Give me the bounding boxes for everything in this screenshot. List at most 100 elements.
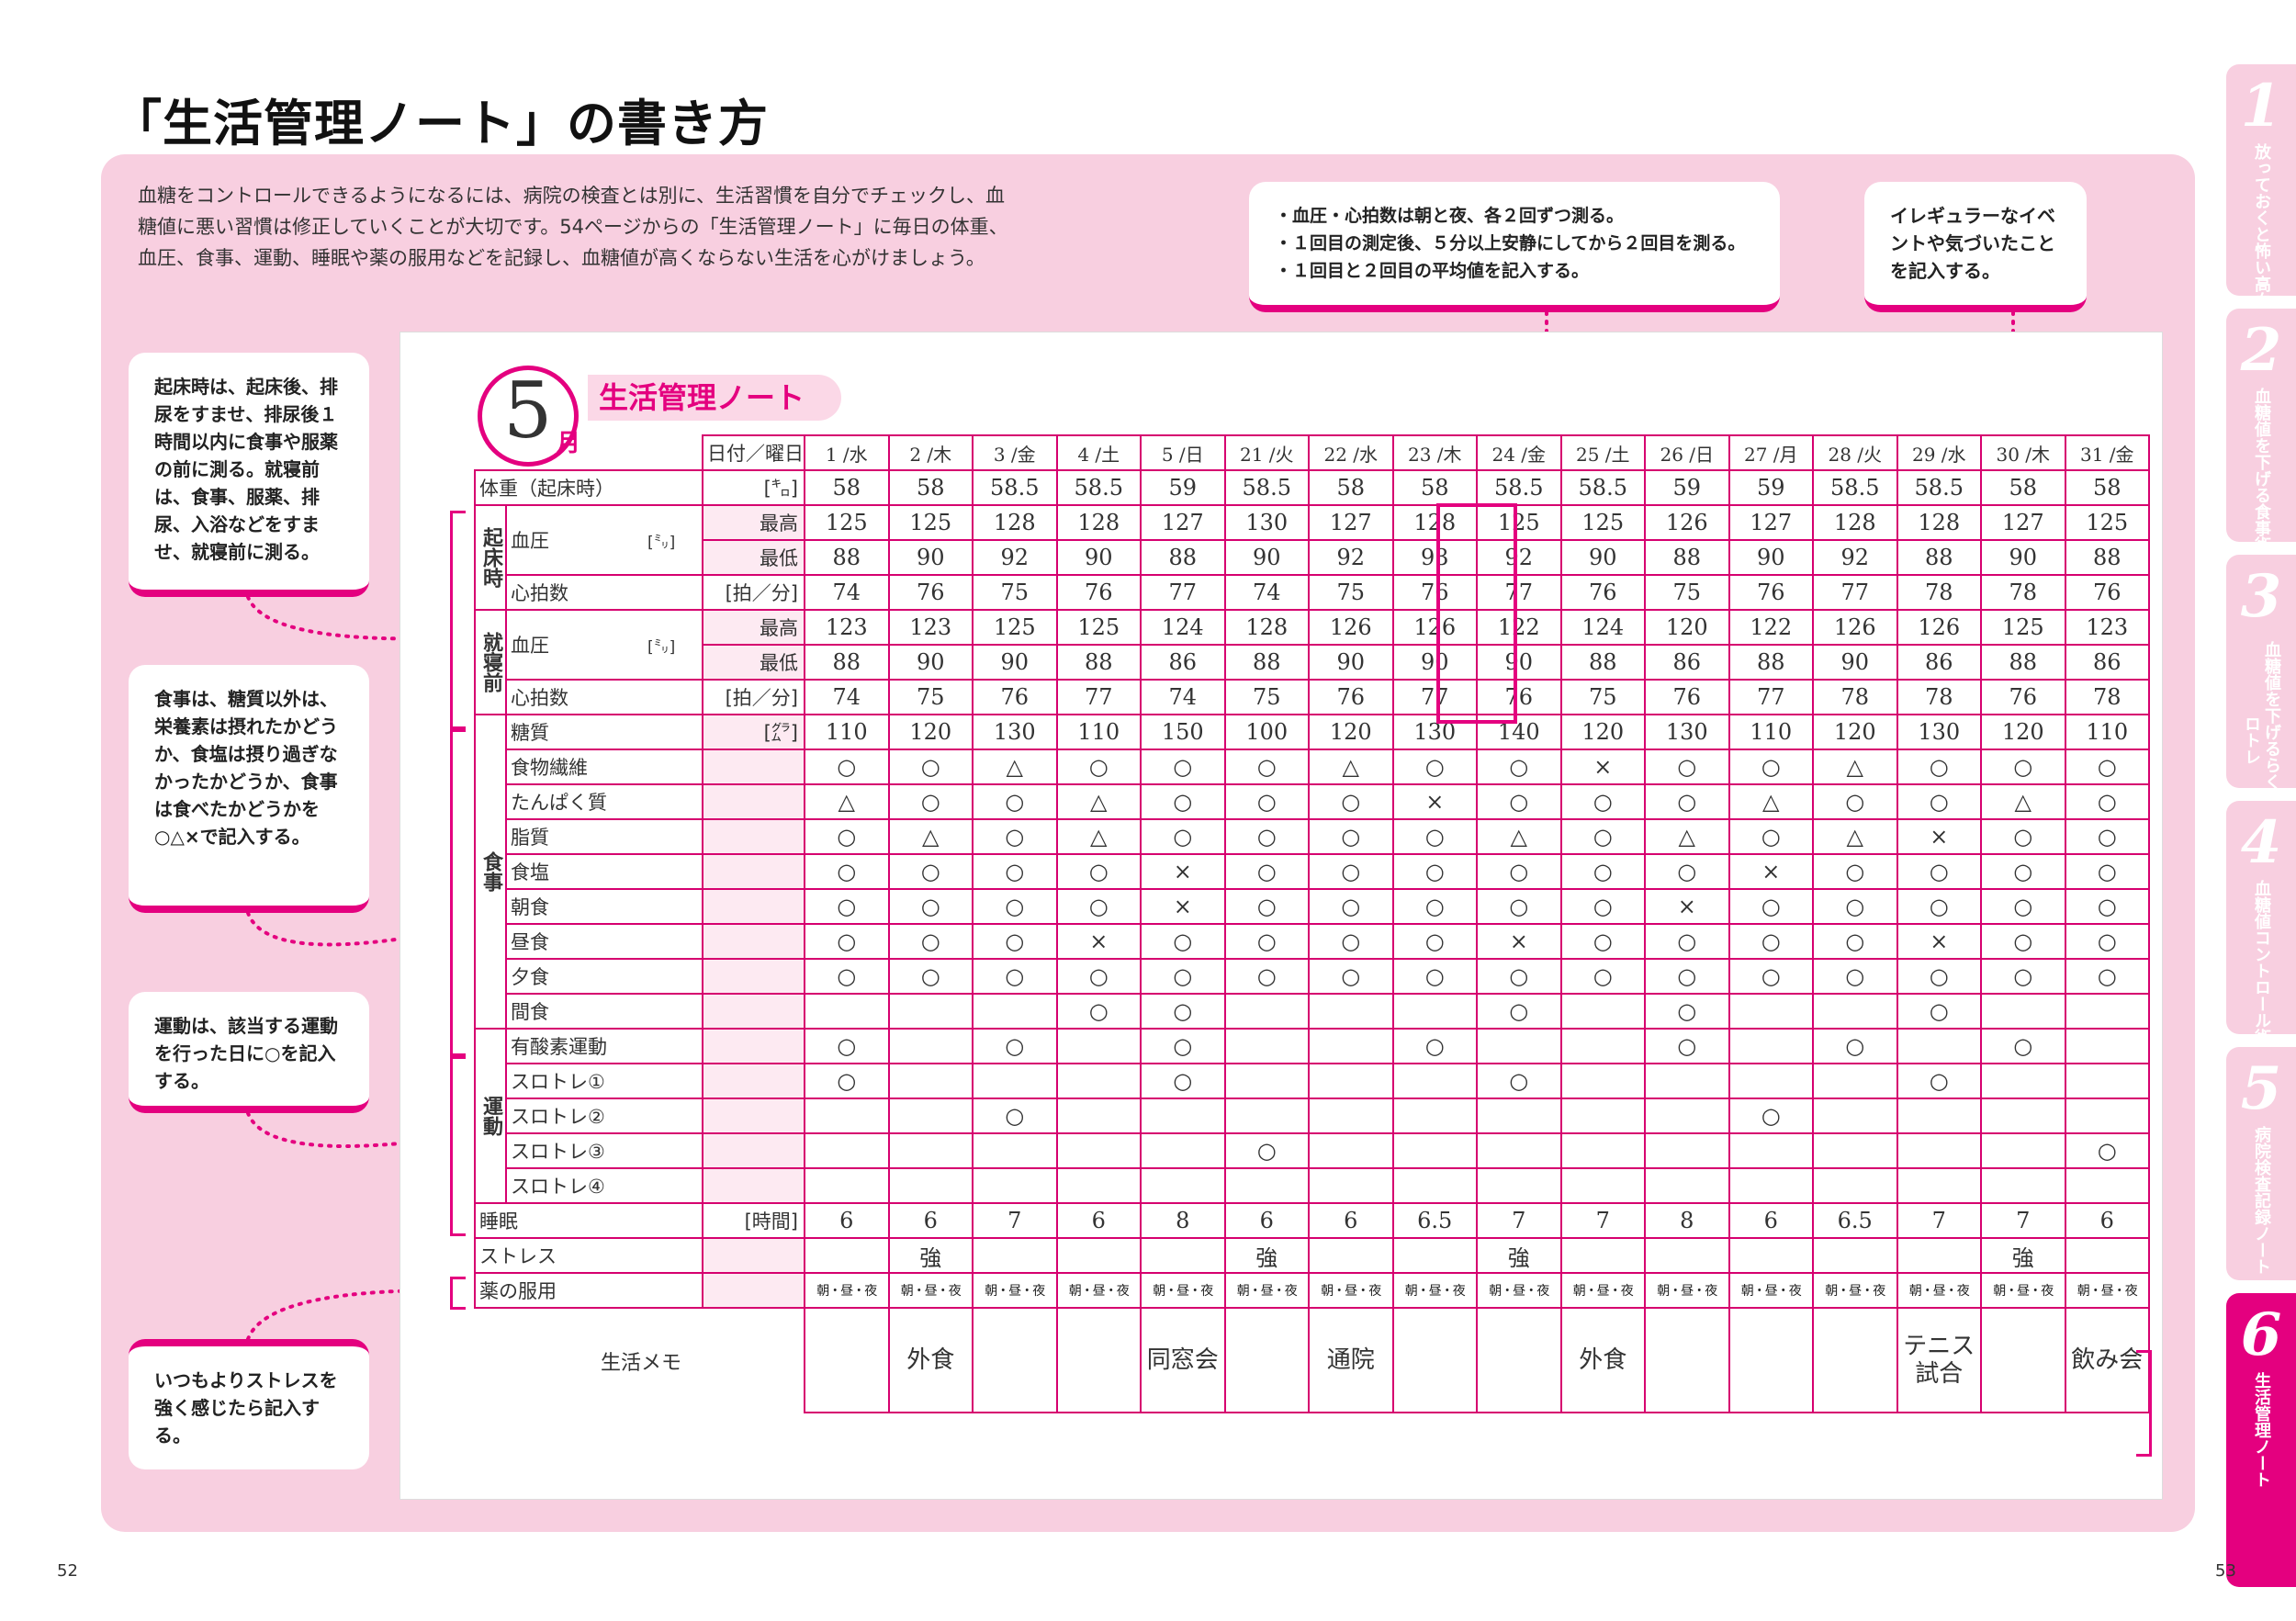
weight-value: 58 <box>887 469 974 506</box>
medicine-mark: 朝・昼・夜 <box>1896 1272 1982 1309</box>
exercise-mark <box>887 1098 974 1134</box>
exercise-mark <box>1896 1132 1982 1169</box>
pulse-value: 75 <box>1223 679 1310 715</box>
meal-mark <box>1728 993 1814 1030</box>
exercise-mark <box>804 1098 890 1134</box>
exercise-mark <box>1308 1063 1394 1099</box>
pulse-value: 77 <box>1055 679 1142 715</box>
bp-high-value: 122 <box>1476 609 1562 646</box>
meal-mark: ○ <box>1559 818 1646 855</box>
meal-mark: △ <box>1728 783 1814 820</box>
stress-row: ストレス 強 強 強 強 <box>474 1237 2150 1274</box>
page-number-right: 53 <box>2215 1561 2236 1581</box>
chapter-tab-4[interactable]: 4 血糖値コントロール術 <box>2226 801 2296 1045</box>
pulse-value: 74 <box>804 574 890 611</box>
exercise-mark <box>972 1167 1058 1204</box>
sleep-value: 7 <box>1559 1202 1646 1239</box>
pulse-value: 74 <box>1223 574 1310 611</box>
stress-mark <box>2064 1237 2150 1274</box>
date-cell: 23 /木 <box>1391 434 1478 471</box>
meal-mark: ○ <box>1140 993 1226 1030</box>
exercise-mark <box>1559 1063 1646 1099</box>
meal-mark: ○ <box>1728 958 1814 995</box>
meal-mark: △ <box>887 818 974 855</box>
exercise-mark <box>1140 1098 1226 1134</box>
medicine-mark: 朝・昼・夜 <box>1223 1272 1310 1309</box>
stress-mark <box>1391 1237 1478 1274</box>
pulse-value: 74 <box>804 679 890 715</box>
bp-high-value: 125 <box>2064 504 2150 541</box>
exercise-mark <box>1559 1132 1646 1169</box>
meal-mark: ○ <box>1644 958 1730 995</box>
meal-mark <box>1308 993 1394 1030</box>
page-number-left: 52 <box>57 1561 78 1581</box>
meal-row-3: 食塩 ○ ○ ○ ○ × ○ ○ ○ ○ ○ ○ × ○ ○ ○ ○ <box>475 853 2150 890</box>
sleep-value: 6.5 <box>1812 1202 1898 1239</box>
chapter-tab-5[interactable]: 5 病院検査記録ノート <box>2226 1047 2296 1280</box>
meal-mark: ○ <box>1223 923 1310 960</box>
meal-mark: ○ <box>972 923 1058 960</box>
pulse-value: 75 <box>1308 574 1394 611</box>
pulse-value: 76 <box>1055 574 1142 611</box>
bp-high-value: 125 <box>887 504 974 541</box>
exercise-item-sub <box>702 1098 805 1134</box>
bp-high-value: 127 <box>1980 504 2066 541</box>
meal-item-sub <box>702 888 805 925</box>
chapter-tab-1[interactable]: 1 放っておくと怖い高血糖 <box>2226 64 2296 325</box>
tab-number: 5 <box>2240 1054 2282 1123</box>
exercise-mark <box>972 1063 1058 1099</box>
date-label: 日付／曜日 <box>702 434 805 471</box>
sleep-value: 7 <box>1980 1202 2066 1239</box>
bp-unit: [㍉] <box>644 504 703 576</box>
meal-row-1: たんぱく質 △ ○ ○ △ ○ ○ ○ × ○ ○ ○ △ ○ ○ △ ○ <box>475 783 2150 820</box>
meal-mark: ○ <box>1644 749 1730 785</box>
meal-mark: ○ <box>1391 853 1478 890</box>
bp-label: 血圧 <box>505 504 644 576</box>
exercise-mark <box>1728 1132 1814 1169</box>
exercise-mark: ○ <box>1140 1028 1226 1064</box>
exercise-mark <box>2064 1098 2150 1134</box>
chapter-tab-2[interactable]: 2 血糖値を下げる食事術 <box>2226 309 2296 553</box>
meal-mark <box>1559 993 1646 1030</box>
meal-mark: ○ <box>1644 783 1730 820</box>
pulse-value: 75 <box>1644 574 1730 611</box>
memo-cell: 飲み会 <box>2064 1307 2150 1413</box>
meal-mark: ○ <box>1055 853 1142 890</box>
exercise-mark <box>1728 1028 1814 1064</box>
meal-mark: × <box>1896 818 1982 855</box>
exercise-mark <box>1812 1132 1898 1169</box>
meal-item-sub <box>702 749 805 785</box>
exercise-mark <box>1644 1063 1730 1099</box>
weight-value: 58 <box>1308 469 1394 506</box>
meal-mark: ○ <box>1980 853 2066 890</box>
bp-high-value: 127 <box>1140 504 1226 541</box>
wake-bp-low-row: 最低 88 90 92 90 88 90 92 93 92 90 88 90 92 88 90 88 <box>475 539 2150 576</box>
meal-mark: ○ <box>1223 958 1310 995</box>
bp-low-value: 90 <box>972 644 1058 681</box>
memo-cell <box>1391 1307 1478 1413</box>
meal-mark: ○ <box>1980 888 2066 925</box>
weight-value: 58.5 <box>1896 469 1982 506</box>
meal-mark: ○ <box>2064 749 2150 785</box>
exercise-bracket <box>450 1056 466 1236</box>
exercise-mark <box>1559 1028 1646 1064</box>
meal-mark: △ <box>1812 818 1898 855</box>
meal-row-7: 間食 ○ ○ ○ ○ ○ <box>475 993 2150 1030</box>
carb-value: 140 <box>1476 714 1562 750</box>
chapter-tab-3[interactable]: 3 血糖値を下げるらくらくスロトレ <box>2226 555 2296 839</box>
exercise-mark <box>1476 1098 1562 1134</box>
bp-low-value: 92 <box>1812 539 1898 576</box>
chapter-tab-6[interactable]: 6 生活管理ノート <box>2226 1293 2296 1587</box>
wake-sleep-bracket <box>450 511 466 729</box>
memo-cell <box>972 1307 1058 1413</box>
exercise-mark <box>1223 1063 1310 1099</box>
carb-value: 120 <box>1980 714 2066 750</box>
stress-mark <box>1644 1237 1730 1274</box>
exercise-mark <box>804 1132 890 1169</box>
callout-stress: いつもよりストレスを強く感じたら記入する。 <box>129 1339 369 1469</box>
sleep-value: 7 <box>972 1202 1058 1239</box>
meal-mark: ○ <box>1812 783 1898 820</box>
exercise-row-1: スロトレ① ○ ○ ○ ○ <box>475 1063 2150 1099</box>
exercise-mark <box>1896 1167 1982 1204</box>
meal-mark: × <box>1476 923 1562 960</box>
